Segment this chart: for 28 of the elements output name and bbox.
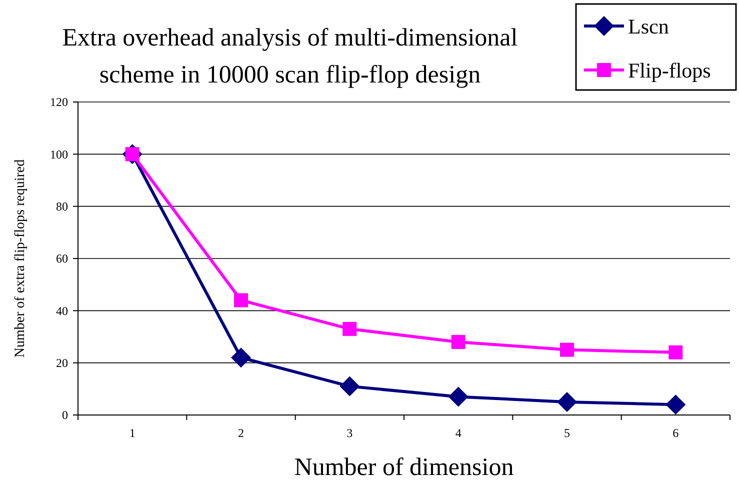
point — [451, 334, 466, 349]
y-tick-label: 40 — [56, 304, 68, 318]
x-tick-label: 1 — [129, 426, 136, 440]
y-tick-label: 120 — [50, 95, 68, 110]
point — [342, 322, 357, 336]
y-tick-label: 20 — [56, 356, 68, 370]
point — [234, 293, 248, 308]
x-tick-label: 6 — [672, 426, 679, 440]
legend-label: Flip-flops — [628, 58, 711, 82]
point — [560, 342, 574, 357]
y-axis-title: Number of extra flip-flops required — [13, 159, 28, 358]
legend-label: Lscn — [628, 14, 670, 38]
point — [557, 392, 577, 412]
point — [231, 348, 251, 368]
y-tick-label: 100 — [50, 147, 68, 162]
chart-title: Extra overhead analysis of multi-dimensional scheme in 10000 scan flip-flop design — [62, 24, 518, 89]
x-axis-title: Number of dimension — [294, 454, 514, 481]
point — [666, 394, 686, 415]
point — [668, 345, 683, 360]
x-tick-label: 4 — [455, 426, 462, 440]
x-tick-label: 3 — [346, 426, 353, 440]
x-tick-label: 2 — [238, 426, 244, 440]
y-tick-label: 60 — [56, 252, 68, 266]
point — [340, 376, 360, 396]
x-tick-label: 5 — [564, 426, 570, 440]
y-tick-label: 80 — [56, 200, 68, 214]
y-tick-label: 0 — [62, 408, 68, 422]
point — [448, 386, 468, 407]
